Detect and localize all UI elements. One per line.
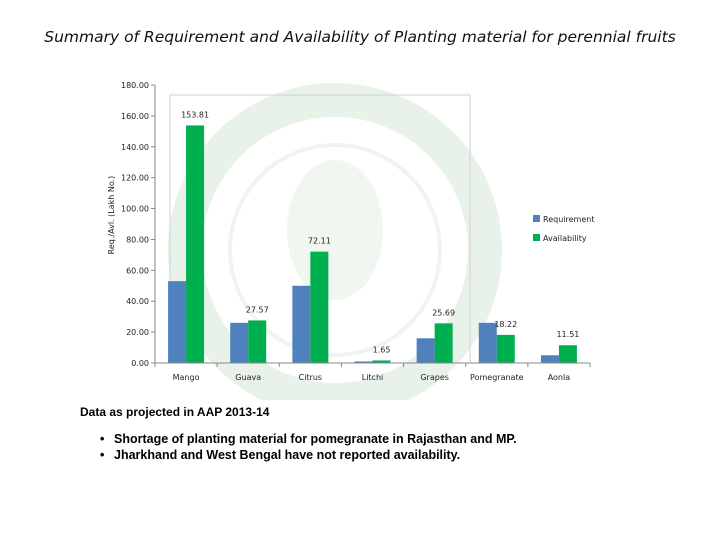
legend-label: Availability bbox=[543, 234, 587, 243]
bar-requirement bbox=[292, 285, 311, 363]
legend-swatch bbox=[533, 215, 540, 222]
bar-availability bbox=[310, 251, 329, 363]
bar-requirement bbox=[354, 361, 373, 363]
x-axis: Mango Guava Citrus Litchi Grapes Pomegranate A… bbox=[154, 362, 591, 382]
y-tick-label: 0.00 bbox=[131, 359, 149, 368]
x-tick-label: Guava bbox=[235, 373, 261, 382]
data-label: 1.65 bbox=[373, 345, 391, 354]
data-label: 11.51 bbox=[556, 330, 579, 339]
legend: Requirement Availability bbox=[533, 215, 594, 243]
bar-requirement bbox=[416, 338, 435, 363]
bullet-item: Shortage of planting material for pomegr… bbox=[100, 432, 517, 446]
bars: 153.81 27.57 72.11 1.65 25.69 18.22 11.51 bbox=[168, 110, 579, 363]
x-tick-label: Mango bbox=[173, 373, 200, 382]
x-tick-label: Citrus bbox=[299, 373, 322, 382]
bar-availability bbox=[372, 360, 391, 363]
bullet-item: Jharkhand and West Bengal have not repor… bbox=[100, 448, 517, 462]
data-source-note: Data as projected in AAP 2013-14 bbox=[80, 405, 270, 419]
legend-label: Requirement bbox=[543, 215, 594, 224]
y-tick-label: 120.00 bbox=[121, 174, 149, 183]
data-label: 72.11 bbox=[308, 237, 331, 246]
y-tick-label: 20.00 bbox=[126, 328, 149, 337]
x-tick-label: Aonla bbox=[548, 373, 571, 382]
bullet-list: Shortage of planting material for pomegr… bbox=[100, 432, 517, 464]
bar-requirement bbox=[230, 322, 249, 363]
slide-title: Summary of Requirement and Availability … bbox=[44, 28, 676, 46]
y-axis-title: Req./Avl. (Lakh No.) bbox=[107, 176, 116, 255]
data-label: 153.81 bbox=[181, 110, 209, 119]
y-tick-label: 60.00 bbox=[126, 266, 149, 275]
y-axis: 0.00 20.00 40.00 60.00 80.00 100.00 120.00 140.… bbox=[121, 81, 156, 368]
bar-chart: 0.00 20.00 40.00 60.00 80.00 100.00 120.00 140.… bbox=[107, 81, 594, 400]
bar-availability bbox=[558, 345, 577, 363]
x-tick-label: Litchi bbox=[362, 373, 384, 382]
y-tick-label: 140.00 bbox=[121, 143, 149, 152]
x-tick-label: Pomegranate bbox=[470, 373, 524, 382]
x-tick-label: Grapes bbox=[420, 373, 449, 382]
y-tick-label: 80.00 bbox=[126, 235, 149, 244]
y-tick-label: 180.00 bbox=[121, 81, 149, 90]
y-tick-label: 40.00 bbox=[126, 297, 149, 306]
bar-requirement bbox=[478, 322, 497, 363]
y-tick-label: 100.00 bbox=[121, 205, 149, 214]
data-label: 25.69 bbox=[432, 308, 455, 317]
bar-requirement bbox=[540, 355, 559, 363]
data-label: 18.22 bbox=[494, 320, 517, 329]
bar-availability bbox=[434, 323, 453, 363]
bar-availability bbox=[496, 334, 515, 363]
bar-availability bbox=[248, 320, 267, 363]
bar-availability bbox=[186, 125, 205, 363]
bar-requirement bbox=[168, 281, 187, 363]
y-tick-label: 160.00 bbox=[121, 112, 149, 121]
legend-swatch bbox=[533, 234, 540, 241]
data-label: 27.57 bbox=[246, 305, 269, 314]
